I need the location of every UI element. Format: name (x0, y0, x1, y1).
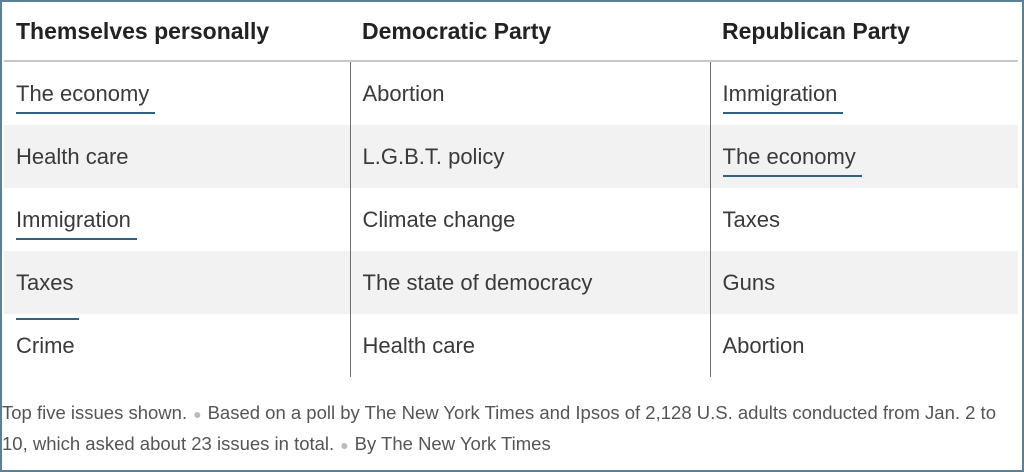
footnote-note: Top five issues shown. (2, 402, 188, 423)
table-cell: Abortion (362, 80, 445, 106)
footnote-source: Based on a poll by The New York Times an… (2, 402, 996, 454)
table-cell: The state of democracy (362, 269, 593, 295)
table-cell: Climate change (362, 206, 516, 232)
table-cell: Immigration (722, 80, 844, 114)
table-cell: The economy (722, 143, 863, 177)
separator-dot-icon: ● (340, 437, 349, 453)
table-row: Health care L.G.B.T. policy The economy (4, 125, 1018, 188)
table-cell: Taxes (722, 206, 787, 257)
separator-dot-icon: ● (193, 406, 202, 422)
table-cell: Abortion (722, 332, 805, 358)
column-header-themselves: Themselves personally (4, 2, 350, 62)
footnote: Top five issues shown. ● Based on a poll b… (2, 398, 1022, 460)
header-row: Themselves personally Democratic Party R… (4, 2, 1018, 62)
table-cell: L.G.B.T. policy (362, 143, 505, 169)
table-row: The economy Abortion Immigration (4, 61, 1018, 125)
table-cell: Crime (16, 332, 75, 358)
table-row: Immigration Climate change Taxes (4, 188, 1018, 257)
table-cell: Taxes (16, 269, 81, 320)
table-cell: The economy (16, 80, 156, 114)
table-cell: Guns (722, 269, 776, 295)
table-cell: Immigration (16, 206, 137, 240)
footnote-credit: By The New York Times (354, 433, 551, 454)
table-cell: Health care (362, 332, 476, 358)
table-row: Crime Health care Abortion (4, 314, 1018, 377)
table-row: Taxes The state of democracy Guns (4, 251, 1018, 320)
column-header-democratic: Democratic Party (350, 2, 710, 62)
table-cell: Health care (16, 143, 129, 169)
issues-table: Themselves personally Democratic Party R… (4, 2, 1018, 377)
column-header-republican: Republican Party (710, 2, 1018, 62)
